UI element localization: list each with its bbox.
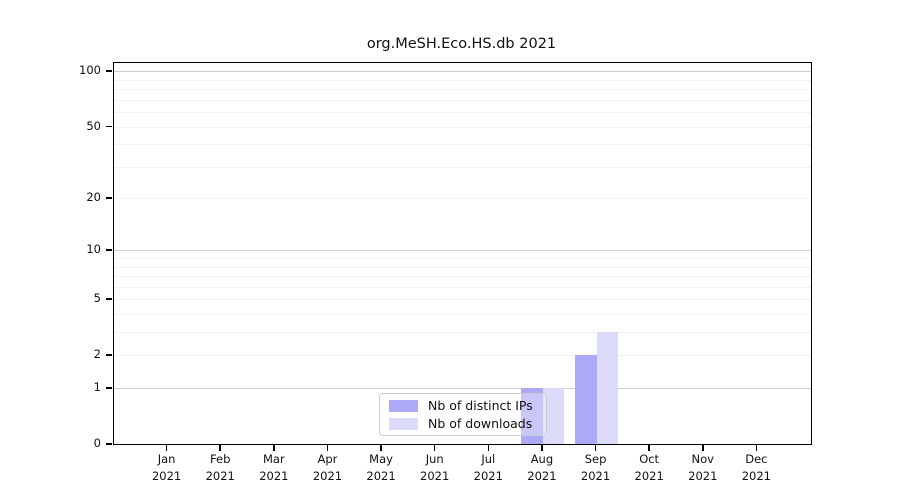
y-tick-label: 1: [93, 380, 101, 395]
minor-gridline: [114, 99, 811, 101]
bar-nb-of-downloads-aug: [542, 388, 565, 444]
x-tick-mark: [702, 444, 704, 451]
minor-gridline: [114, 355, 811, 357]
x-tick-label: Feb 2021: [190, 451, 250, 484]
gridlines-layer: [114, 63, 811, 444]
x-tick-label-month: Jul: [481, 452, 496, 466]
chart-title: org.MeSH.Eco.HS.db 2021: [366, 36, 557, 52]
minor-gridline: [114, 112, 811, 114]
bar-nb-of-distinct-ips-sep: [575, 355, 597, 444]
x-tick-label-month: Oct: [639, 452, 660, 466]
minor-gridline: [114, 286, 811, 288]
x-tick-label: Aug 2021: [512, 451, 572, 484]
x-tick-label-month: Mar: [262, 452, 285, 466]
x-tick-label: Dec 2021: [726, 451, 786, 484]
x-tick-label: May 2021: [351, 451, 411, 484]
bars-layer: [114, 63, 811, 444]
x-tick-label-year: 2021: [151, 468, 182, 483]
x-tick-label: Oct 2021: [619, 451, 679, 484]
x-tick-label-month: May: [369, 452, 393, 466]
x-tick-label-year: 2021: [205, 468, 235, 483]
x-tick-mark: [487, 444, 490, 451]
x-tick-label-year: 2021: [473, 468, 503, 483]
x-tick-mark: [165, 444, 168, 451]
x-tick-label-year: 2021: [741, 468, 772, 483]
x-tick-mark: [273, 444, 275, 451]
minor-gridline: [114, 299, 811, 301]
x-tick-label: Mar 2021: [244, 451, 304, 484]
x-tick-label: Jan 2021: [137, 451, 197, 484]
x-tick-label-month: Nov: [691, 452, 714, 466]
x-tick-mark: [219, 444, 221, 451]
x-tick-label-year: 2021: [259, 468, 289, 483]
x-tick-label-month: Dec: [745, 452, 768, 466]
x-tick-label-month: Jun: [425, 452, 444, 466]
x-tick-label: Jun 2021: [405, 451, 465, 484]
distinct-ips-swatch-icon: [389, 399, 418, 412]
minor-gridline: [114, 314, 811, 316]
y-tick-mark: [106, 443, 112, 445]
x-tick-mark: [594, 444, 597, 451]
x-tick-mark: [380, 444, 382, 451]
x-tick-label-year: 2021: [312, 468, 343, 483]
y-tick-label: 10: [86, 242, 101, 257]
x-tick-mark: [541, 444, 543, 451]
x-tick-label-month: Apr: [317, 452, 338, 466]
major-gridline: [114, 250, 811, 252]
x-tick-label-year: 2021: [688, 468, 718, 483]
legend-row-downloads: Nb of downloads: [380, 416, 546, 431]
y-tick-label: 5: [93, 291, 101, 306]
x-tick-label: Nov 2021: [673, 451, 733, 484]
x-tick-label-year: 2021: [420, 468, 450, 483]
legend-label-downloads: Nb of downloads: [428, 416, 533, 431]
minor-gridline: [114, 258, 811, 260]
legend: Nb of distinct IPs Nb of downloads: [379, 393, 547, 436]
x-tick-label-month: Jan: [157, 452, 176, 466]
minor-gridline: [114, 266, 811, 268]
y-tick-mark: [106, 197, 112, 199]
x-tick-label: Jul 2021: [458, 451, 518, 484]
y-tick-mark: [106, 125, 112, 128]
minor-gridline: [114, 126, 811, 128]
y-tick-label: 0: [93, 436, 101, 450]
x-tick-label-month: Feb: [210, 452, 231, 466]
x-tick-label-month: Sep: [584, 452, 607, 466]
y-tick-mark: [106, 387, 112, 389]
minor-gridline: [114, 89, 811, 91]
y-tick-mark: [106, 70, 112, 72]
x-tick-mark: [326, 444, 329, 451]
bar-nb-of-downloads-sep: [596, 332, 618, 444]
y-tick-label: 100: [79, 63, 101, 78]
x-tick-label-year: 2021: [366, 468, 396, 483]
minor-gridline: [114, 166, 811, 168]
legend-label-distinct-ips: Nb of distinct IPs: [428, 398, 533, 413]
major-gridline: [114, 388, 811, 390]
x-tick-mark: [755, 444, 758, 451]
downloads-swatch-icon: [389, 417, 418, 430]
x-tick-label: Apr 2021: [297, 451, 357, 484]
y-tick-mark: [106, 354, 112, 356]
y-tick-mark: [106, 249, 112, 251]
minor-gridline: [114, 144, 811, 146]
y-tick-mark: [106, 298, 112, 300]
minor-gridline: [114, 198, 811, 200]
minor-gridline: [114, 79, 811, 81]
x-tick-label: Sep 2021: [566, 451, 626, 484]
y-tick-label: 20: [86, 190, 101, 205]
minor-gridline: [114, 276, 811, 278]
x-tick-label-month: Aug: [530, 452, 554, 466]
bar-nb-of-distinct-ips-aug: [521, 388, 543, 444]
x-tick-label-year: 2021: [580, 468, 611, 483]
y-tick-label: 50: [86, 118, 101, 133]
major-gridline: [114, 71, 811, 73]
legend-row-distinct-ips: Nb of distinct IPs: [380, 398, 546, 413]
x-tick-label-year: 2021: [527, 468, 557, 483]
x-tick-mark: [433, 444, 436, 451]
x-tick-mark: [648, 444, 650, 451]
plot-area: Nb of distinct IPs Nb of downloads: [113, 62, 812, 445]
minor-gridline: [114, 332, 811, 334]
x-tick-label-year: 2021: [634, 468, 664, 483]
y-tick-label: 2: [93, 347, 101, 362]
